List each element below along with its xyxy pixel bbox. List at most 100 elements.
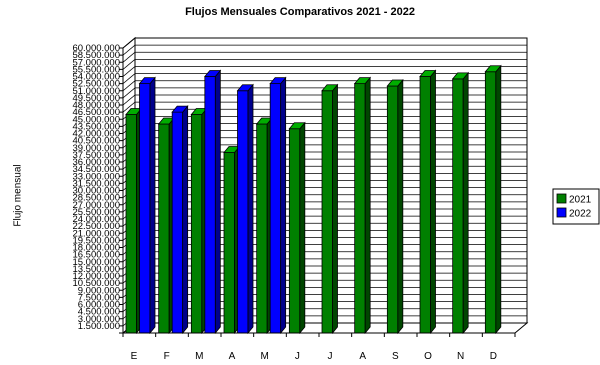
y-tick-label: 27.000.000 [72,200,120,211]
y-tick-label: 46.500.000 [72,107,120,118]
y-tick-label: 3.000.000 [78,314,120,325]
y-tick-label: 10.500.000 [72,278,120,289]
bar-front [125,114,137,334]
y-tick-label: 24.000.000 [72,214,120,225]
bar-front [354,83,366,334]
y-tick-label: 55.500.000 [72,64,120,75]
chart-title: Flujos Mensuales Comparativos 2021 - 202… [185,6,415,18]
y-tick-label: 34.500.000 [72,164,120,175]
y-tick-label: 7.500.000 [78,292,120,303]
y-tick-label: 25.500.000 [72,207,120,218]
x-tick-label: M [195,351,203,362]
legend-label-2021: 2021 [569,195,592,206]
bar-side [430,69,436,335]
x-tick-label: J [295,351,300,362]
bar-2022-5 [269,76,287,335]
x-tick-label: A [229,351,236,362]
bar-front [419,76,431,334]
bar-front [452,78,464,334]
y-tick-label: 37.500.000 [72,150,120,161]
bar-2022-3 [203,69,222,335]
legend-swatch-2022 [556,207,567,218]
bar-top [353,77,372,85]
gridline [122,51,527,63]
bar-front [158,123,170,334]
bar-2022-1 [138,76,156,335]
x-tick-label: O [424,351,432,362]
y-tick-label: 57.000.000 [72,57,120,68]
gridline [122,73,527,84]
bar-side [247,83,254,335]
bar-front [223,152,235,334]
bar-front [269,83,282,334]
x-tick-label: D [490,351,497,362]
bar-side [149,76,156,335]
bar-front [190,114,203,334]
bar-front [171,111,184,334]
y-tick-label: 4.500.000 [78,307,120,318]
x-tick-label: J [328,351,333,362]
y-tick-label: 6.000.000 [78,300,120,311]
x-tick-label: A [359,351,366,362]
bar-top [484,65,502,73]
bar-2022-4 [236,83,254,335]
y-tick-label: 60.000.000 [72,43,120,54]
y-tick-label: 12.000.000 [72,271,120,282]
bar-front [139,83,151,334]
bar-top [419,70,437,77]
bar-2022-2 [171,105,189,335]
bar-top [171,105,189,113]
y-tick-label: 40.500.000 [72,136,120,147]
bar-top [321,84,339,92]
bar-top [138,77,156,85]
y-tick-label: 16.500.000 [72,250,120,261]
bar-top [451,72,470,80]
bar-top [288,122,306,130]
y-tick-label: 21.000.000 [72,228,120,239]
y-tick-label: 22.500.000 [72,221,120,232]
y-tick-label: 49.500.000 [72,93,120,104]
bar-2021-6 [288,121,306,335]
bar-side [332,83,338,335]
bar-2021-12 [484,64,502,335]
y-tick-label: 19.500.000 [72,235,120,246]
bar-top [386,79,404,87]
y-tick-label: 58.500.000 [72,50,120,61]
gridline [122,44,527,56]
bar-side [280,76,287,335]
y-tick-label: 39.000.000 [72,143,120,154]
bar-top [236,84,254,92]
y-tick-label: 51.000.000 [72,86,120,97]
y-tick-label: 15.000.000 [72,257,120,268]
bar-side [495,64,502,335]
y-tick-label: 18.000.000 [72,243,120,254]
bar-front [237,90,249,334]
bar-side [397,78,404,335]
legend-swatch-2021 [556,193,567,204]
gridline [122,58,527,70]
bars [125,64,502,335]
x-tick-label: M [260,351,268,362]
y-tick-label: 1.500.000 [78,321,120,332]
y-tick-label: 42.000.000 [72,129,120,140]
gridline [122,66,527,77]
y-tick-label: 43.500.000 [72,121,120,132]
y-axis-ticks: 1.500.0003.000.0004.500.0006.000.0007.50… [72,43,120,332]
bar-2021-10 [419,69,437,335]
y-tick-label: 30.000.000 [72,186,120,197]
y-tick-label: 28.500.000 [72,193,120,204]
x-tick-label: N [457,351,464,362]
y-tick-label: 48.000.000 [72,100,120,111]
bar-2021-7 [321,83,339,335]
bar-2021-8 [353,76,372,335]
bar-side [214,69,221,335]
y-tick-label: 31.500.000 [72,178,120,189]
y-tick-label: 9.000.000 [78,285,120,296]
bar-front [321,90,333,334]
bar-side [364,76,371,335]
x-tick-label: S [392,351,399,362]
bar-side [299,121,306,335]
bar-front [204,76,216,334]
bar-side [462,71,469,335]
